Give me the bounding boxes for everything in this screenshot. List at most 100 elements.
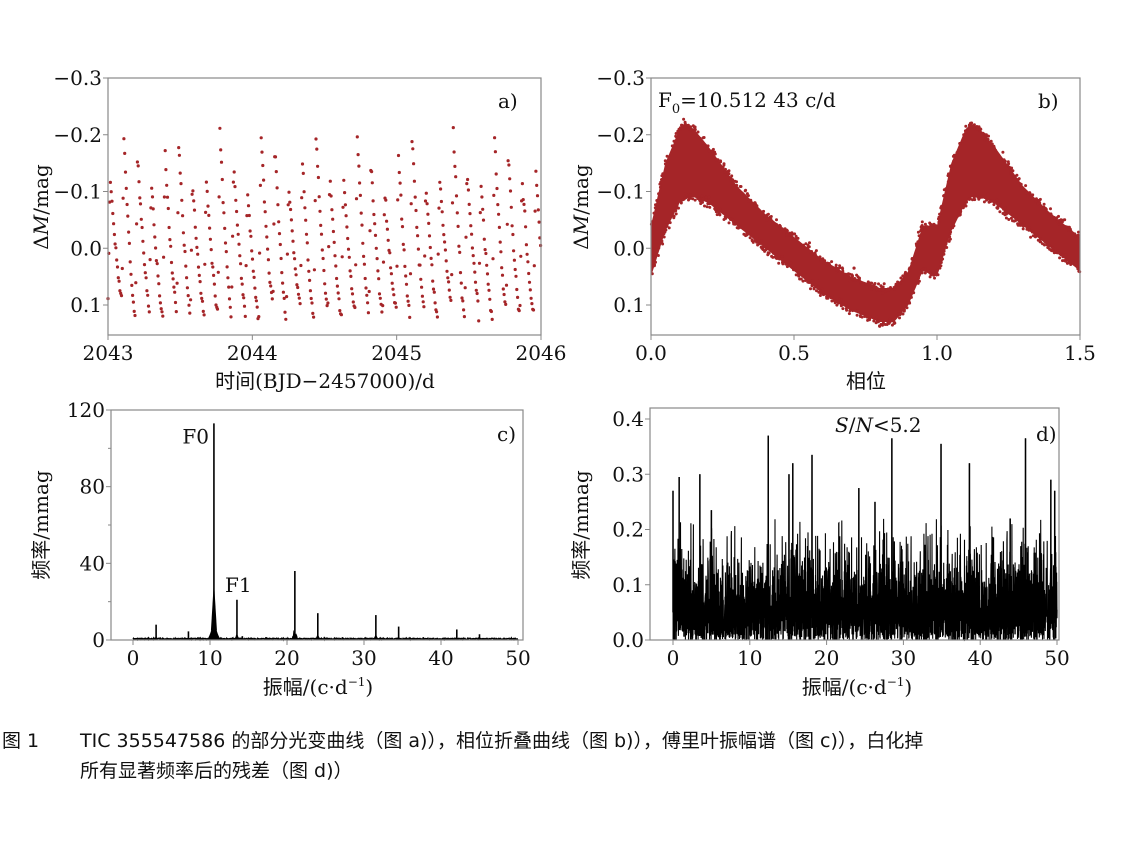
data-point: [515, 287, 519, 292]
data-point: [995, 206, 999, 210]
data-point: [470, 246, 474, 250]
data-point: [700, 194, 704, 198]
data-point: [956, 214, 959, 218]
data-point: [952, 159, 956, 163]
data-point: [654, 260, 657, 264]
data-point: [452, 150, 456, 154]
data-point: [394, 305, 398, 309]
data-point: [701, 197, 705, 201]
data-point: [875, 288, 878, 292]
data-point: [240, 282, 244, 286]
data-point: [962, 133, 966, 137]
data-point: [154, 246, 158, 250]
annotation-f1: F1: [225, 573, 252, 597]
data-point: [432, 290, 436, 294]
y-tick-label: −0.3: [53, 66, 102, 90]
x-tick-label: 0.5: [778, 341, 810, 365]
data-point: [944, 187, 948, 191]
data-point: [146, 304, 151, 308]
data-point: [244, 264, 248, 268]
data-point: [496, 203, 500, 207]
panel-d-x-ticks: 0 10 20 30 40 50: [667, 640, 1070, 670]
data-point: [108, 200, 112, 204]
data-point: [457, 244, 461, 248]
data-point: [367, 289, 371, 294]
data-point: [972, 124, 976, 128]
data-point: [427, 221, 431, 225]
data-point: [910, 261, 914, 265]
data-point: [749, 233, 753, 237]
data-point: [364, 286, 368, 290]
data-point: [148, 258, 152, 262]
data-point: [160, 310, 164, 314]
data-point: [354, 197, 359, 201]
data-point: [723, 212, 727, 215]
panel-c-label: c): [497, 422, 516, 446]
data-point: [219, 160, 224, 164]
data-point: [813, 253, 817, 257]
data-point: [948, 237, 952, 241]
data-point: [855, 273, 859, 277]
data-point: [355, 135, 359, 139]
data-point: [239, 262, 243, 266]
phase-band: [651, 123, 1080, 323]
data-point: [158, 301, 162, 305]
data-point: [503, 300, 507, 304]
data-point: [675, 203, 679, 207]
data-point: [297, 296, 301, 300]
data-point: [350, 287, 354, 291]
data-point: [453, 164, 457, 168]
data-point: [232, 170, 236, 174]
data-point: [346, 236, 350, 241]
data-point: [715, 213, 719, 217]
data-point: [740, 191, 744, 195]
data-point: [764, 248, 768, 252]
data-point: [281, 290, 285, 294]
data-point: [511, 249, 516, 253]
data-point: [1007, 218, 1011, 221]
y-tick-label: 0.4: [612, 407, 644, 431]
data-point: [898, 316, 901, 320]
data-point: [1021, 227, 1025, 231]
residual-spectrum-line: [672, 435, 1058, 642]
data-point: [844, 272, 848, 276]
data-point: [247, 213, 251, 218]
data-point: [173, 300, 178, 305]
data-point: [273, 155, 278, 159]
data-point: [830, 299, 834, 303]
data-point: [1068, 260, 1072, 264]
data-point: [320, 248, 324, 252]
data-point: [327, 245, 331, 249]
data-point: [465, 182, 469, 186]
data-point: [382, 213, 386, 217]
data-point: [430, 263, 434, 267]
data-point: [508, 177, 512, 181]
peak-base: [371, 633, 380, 640]
data-point: [419, 277, 423, 281]
data-point: [893, 321, 897, 325]
x-tick-label: 40: [967, 646, 992, 670]
data-point: [390, 281, 394, 285]
data-point: [932, 273, 936, 277]
data-point: [1007, 162, 1011, 166]
data-point: [271, 289, 275, 293]
data-point: [319, 232, 324, 236]
data-point: [755, 204, 759, 208]
data-point: [284, 317, 288, 321]
data-point: [942, 249, 946, 253]
x-tick-label: 20: [274, 646, 299, 670]
data-point: [698, 136, 702, 140]
data-point: [374, 246, 378, 250]
data-point: [316, 175, 320, 180]
data-point: [462, 315, 466, 319]
data-point: [777, 261, 781, 265]
data-point: [704, 198, 708, 202]
data-point: [381, 260, 386, 264]
data-point: [512, 258, 517, 262]
data-point: [681, 124, 685, 128]
data-point: [463, 286, 467, 290]
data-point: [464, 235, 468, 239]
data-point: [727, 169, 731, 173]
data-point: [287, 190, 291, 194]
data-point: [304, 232, 309, 236]
